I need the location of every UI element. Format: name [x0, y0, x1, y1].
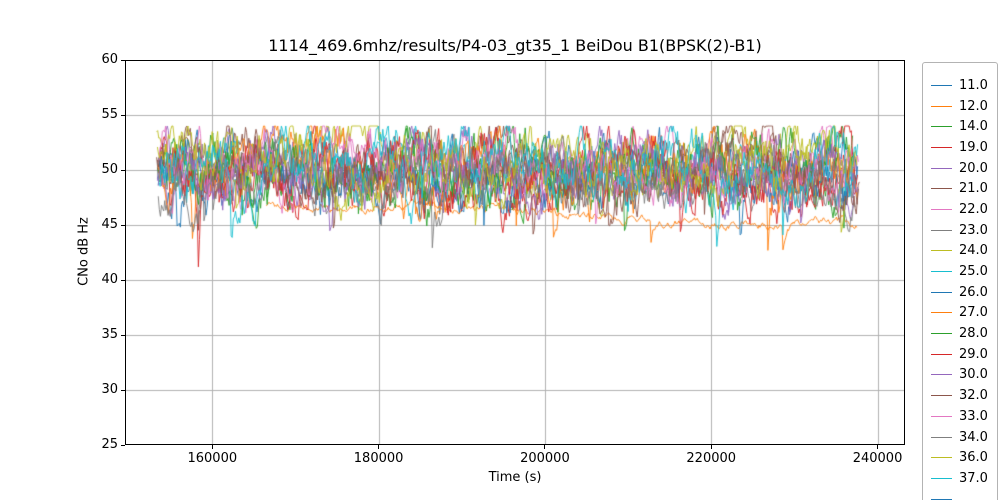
y-tick-label: 50 [101, 162, 118, 177]
legend-label: 28.0 [959, 326, 988, 342]
legend-item: 29.0 [931, 344, 989, 365]
legend-label: 11.0 [959, 77, 988, 93]
y-tick-label: 40 [101, 272, 118, 287]
y-tick-mark [121, 114, 125, 116]
y-tick-label: 30 [101, 382, 118, 397]
legend-item: 20.0 [931, 158, 989, 179]
x-tick-label: 200000 [520, 451, 570, 466]
legend-label: 27.0 [959, 305, 988, 321]
legend-item: 33.0 [931, 406, 989, 427]
legend-label: 37.0 [959, 470, 988, 486]
legend-label: 23.0 [959, 222, 988, 238]
plot-area-border [125, 60, 905, 445]
y-tick-label: 55 [101, 107, 118, 122]
legend-item [931, 489, 989, 500]
legend-label: 20.0 [959, 160, 988, 176]
x-tick-label: 160000 [187, 451, 238, 466]
legend-line-sample [931, 457, 952, 459]
legend-item: 21.0 [931, 178, 989, 199]
legend-label: 19.0 [959, 139, 988, 155]
chart-title: 1114_469.6mhz/results/P4-03_gt35_1 BeiDo… [268, 36, 762, 55]
y-axis-label: CNo dB Hz [76, 217, 92, 286]
legend-line-sample [931, 374, 952, 376]
legend-line-sample [931, 146, 952, 148]
legend-line-sample [931, 84, 952, 86]
legend-item: 26.0 [931, 282, 989, 303]
y-tick-label: 35 [101, 327, 118, 342]
legend-line-sample [931, 333, 952, 335]
legend-line-sample [931, 188, 952, 190]
x-tick-mark [378, 445, 380, 449]
legend-label: 32.0 [959, 388, 988, 404]
legend-line-sample [931, 167, 952, 169]
legend-line-sample [931, 312, 952, 314]
x-tick-mark [544, 445, 546, 449]
legend-item: 32.0 [931, 385, 989, 406]
legend-item: 36.0 [931, 447, 989, 468]
x-tick-mark [710, 445, 712, 449]
legend-item: 28.0 [931, 323, 989, 344]
legend-line-sample [931, 229, 952, 231]
legend-line-sample [931, 395, 952, 397]
legend-label: 26.0 [959, 284, 988, 300]
legend-label: 22.0 [959, 201, 988, 217]
legend-item: 34.0 [931, 427, 989, 448]
y-tick-mark [121, 224, 125, 226]
legend-line-sample [931, 291, 952, 293]
x-tick-mark [211, 445, 213, 449]
legend-line-sample [931, 208, 952, 210]
series-canvas [125, 60, 905, 445]
legend-line-sample [931, 436, 952, 438]
y-tick-mark [121, 59, 125, 61]
legend-line-sample [931, 353, 952, 355]
legend-item: 24.0 [931, 241, 989, 262]
legend-item: 19.0 [931, 137, 989, 158]
y-tick-mark [121, 169, 125, 171]
y-tick-mark [121, 279, 125, 281]
legend-line-sample [931, 271, 952, 273]
legend-line-sample [931, 498, 952, 500]
legend-label: 24.0 [959, 243, 988, 259]
legend-item: 27.0 [931, 303, 989, 324]
legend-label: 29.0 [959, 346, 988, 362]
legend-item: 22.0 [931, 199, 989, 220]
legend-label: 30.0 [959, 367, 988, 383]
x-tick-label: 220000 [686, 451, 737, 466]
legend-line-sample [931, 126, 952, 128]
legend-label: 12.0 [959, 98, 988, 114]
legend-item: 14.0 [931, 116, 989, 137]
legend-item: 12.0 [931, 96, 989, 117]
legend-label: 14.0 [959, 119, 988, 135]
legend-line-sample [931, 415, 952, 417]
legend-line-sample [931, 250, 952, 252]
y-tick-mark [121, 389, 125, 391]
legend-item: 25.0 [931, 261, 989, 282]
y-tick-label: 60 [101, 52, 118, 67]
legend: 11.0 12.0 14.0 19.0 20.0 21.0 22.0 23.0 24.0 25.0… [922, 62, 998, 500]
x-tick-mark [877, 445, 879, 449]
legend-line-sample [931, 105, 952, 107]
y-tick-mark [121, 444, 125, 446]
legend-label: 34.0 [959, 429, 988, 445]
legend-item: 11.0 [931, 75, 989, 96]
legend-line-sample [931, 477, 952, 479]
legend-item: 30.0 [931, 365, 989, 386]
y-tick-label: 25 [101, 437, 118, 452]
legend-label: 25.0 [959, 264, 988, 280]
y-tick-mark [121, 334, 125, 336]
legend-item: 23.0 [931, 220, 989, 241]
x-axis-label: Time (s) [488, 470, 542, 485]
x-tick-label: 180000 [353, 451, 404, 466]
y-tick-label: 45 [101, 217, 118, 232]
x-tick-label: 240000 [852, 451, 903, 466]
legend-label: 33.0 [959, 408, 988, 424]
legend-item: 37.0 [931, 468, 989, 489]
legend-label: 36.0 [959, 450, 988, 466]
legend-label: 21.0 [959, 181, 988, 197]
